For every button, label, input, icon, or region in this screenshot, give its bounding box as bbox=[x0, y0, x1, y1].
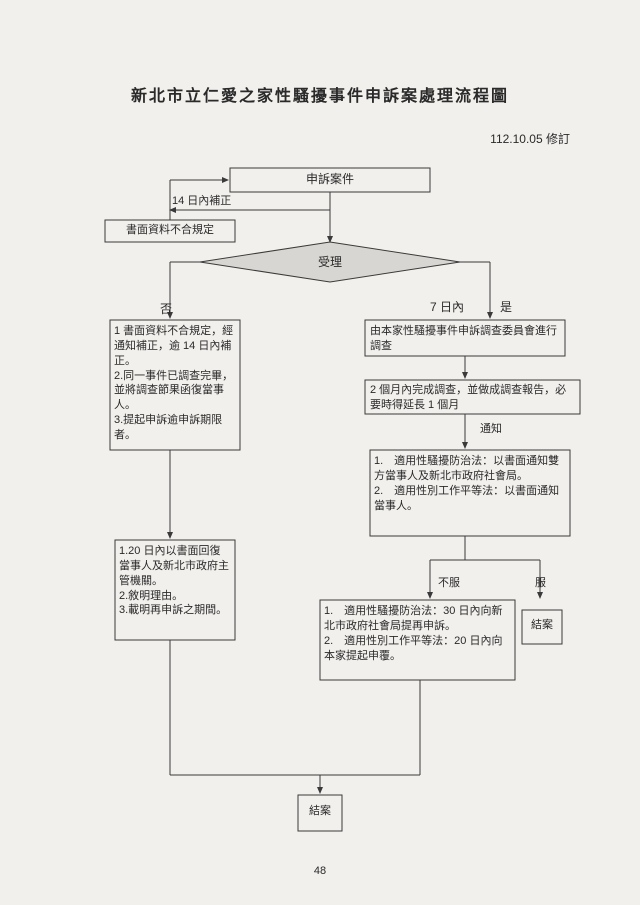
node-doc-invalid: 書面資料不合規定 bbox=[105, 223, 235, 238]
node-close-main: 結案 bbox=[298, 804, 342, 819]
node-left2: 1.20 日內以書面回復當事人及新北市政府主管機關。 2.敘明理由。 3.載明再… bbox=[119, 544, 231, 618]
label-within7: 7 日內 bbox=[430, 298, 464, 315]
label-no: 否 bbox=[160, 300, 172, 317]
label-disagree: 不服 bbox=[438, 576, 460, 591]
flowchart-canvas bbox=[0, 0, 640, 905]
node-right4: 1. 適用性騷擾防治法：30 日內向新北市政府社會局提再申訴。 2. 適用性別工… bbox=[324, 604, 511, 663]
node-accept: 受理 bbox=[200, 253, 460, 270]
label-notify: 通知 bbox=[480, 422, 502, 437]
label-yes: 是 bbox=[500, 298, 512, 315]
node-start: 申訴案件 bbox=[230, 170, 430, 187]
node-close-r: 結案 bbox=[522, 618, 562, 633]
node-right2: 2 個月內完成調查，並做成調查報告，必要時得延長 1 個月 bbox=[370, 383, 575, 413]
label-correction: 14 日內補正 bbox=[172, 194, 231, 209]
node-right3: 1. 適用性騷擾防治法：以書面通知雙方當事人及新北市政府社會局。 2. 適用性別… bbox=[374, 454, 566, 513]
node-right1: 由本家性騷擾事件申訴調查委員會進行調查 bbox=[370, 324, 560, 354]
node-left1: 1 書面資料不合規定，經通知補正，逾 14 日內補正。 2.同一事件已調查完畢，… bbox=[114, 324, 236, 443]
label-agree: 服 bbox=[535, 576, 546, 591]
